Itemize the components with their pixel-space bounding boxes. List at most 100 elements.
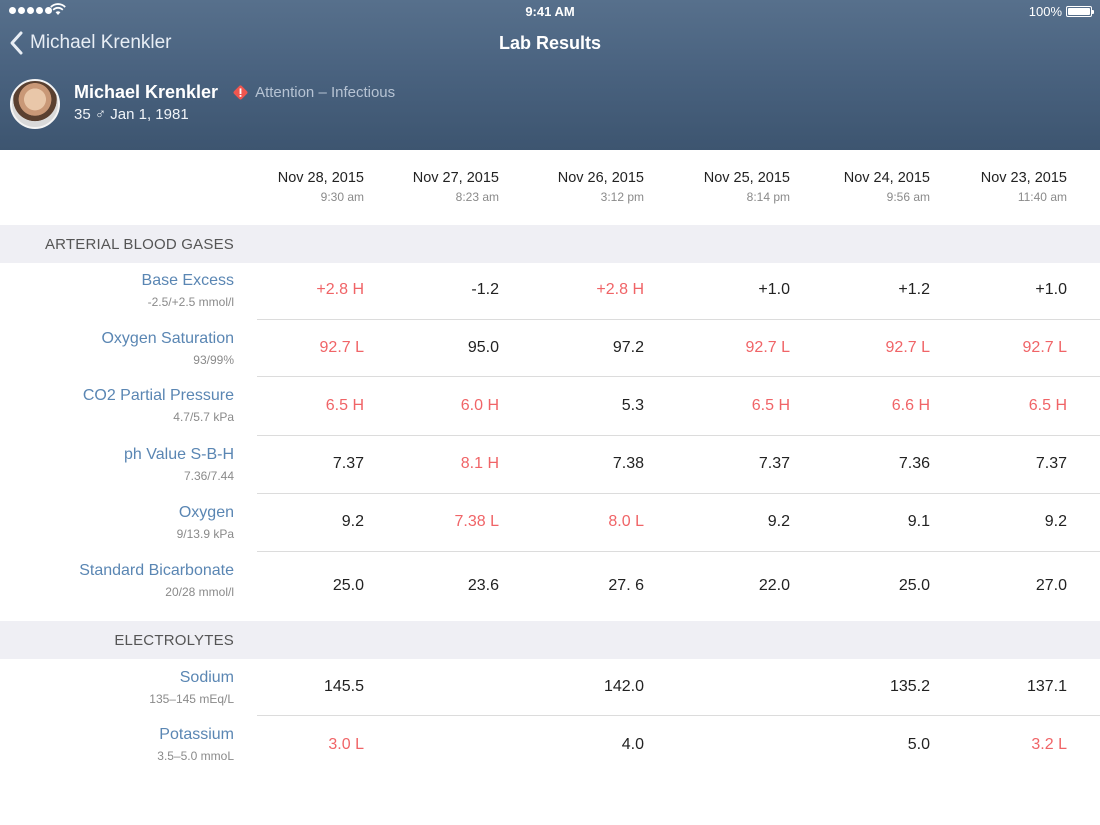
section-title: ELECTROLYTES [114,632,234,649]
column-date: Nov 25, 2015 [703,170,790,186]
result-value[interactable]: 145.5 [323,678,364,695]
reference-range: -2.5/+2.5 mmol/l [147,295,234,309]
app-header: 9:41 AM 100% Michael Krenkler Lab Result… [0,0,1100,150]
reference-range: 3.5–5.0 mmoL [157,749,234,763]
result-value[interactable]: 6.5 H [751,397,790,414]
result-value[interactable]: 92.7 L [745,339,790,356]
date-column-5[interactable]: Nov 23, 2015 11:40 am [927,170,1067,204]
avatar [10,79,60,129]
result-value[interactable]: 135.2 [889,678,930,695]
row-divider [257,551,1100,552]
result-value[interactable]: 6.5 H [325,397,364,414]
reference-range: 93/99% [193,353,234,367]
result-value[interactable]: +1.0 [758,281,790,298]
result-value[interactable]: 9.2 [767,513,790,530]
result-value[interactable]: 25.0 [332,577,364,594]
result-value[interactable]: +2.8 H [596,281,644,298]
table-row[interactable]: Standard Bicarbonate 20/28 mmol/l 25.0 23.6… [0,552,1100,621]
table-row[interactable]: Oxygen Saturation 93/99% 92.7 L 95.0 97.2 92.… [0,320,1100,377]
row-divider [257,435,1100,436]
result-value[interactable]: +2.8 H [316,281,364,298]
battery-icon [1066,6,1094,17]
signal-strength-icon [9,7,52,14]
result-value[interactable]: 7.37 [332,455,364,472]
column-time: 9:56 am [886,190,930,204]
row-divider [257,376,1100,377]
result-value[interactable]: 22.0 [758,577,790,594]
table-row[interactable]: Oxygen 9/13.9 kPa 9.2 7.38 L 8.0 L 9.2 9.1 9.2 [0,494,1100,552]
result-value[interactable]: 27. 6 [608,577,644,594]
result-value[interactable]: 9.2 [341,513,364,530]
column-time: 9:30 am [320,190,364,204]
battery-percent: 100% [1028,4,1062,19]
table-row[interactable]: Base Excess -2.5/+2.5 mmol/l +2.8 H -1.2 +2.… [0,262,1100,320]
test-name[interactable]: Potassium [159,726,234,743]
column-date: Nov 26, 2015 [557,170,644,186]
result-value[interactable]: 95.0 [467,339,499,356]
result-value[interactable]: 7.37 [758,455,790,472]
date-column-2[interactable]: Nov 26, 2015 3:12 pm [504,170,644,204]
patient-info: Michael Krenkler Attention – Infectious … [10,79,395,129]
result-value[interactable]: 92.7 L [885,339,930,356]
result-value[interactable]: 4.0 [621,736,644,753]
status-time: 9:41 AM [525,4,575,19]
table-row[interactable]: Sodium 135–145 mEq/L 145.5 142.0 135.2 137.1 [0,659,1100,716]
result-value[interactable]: 23.6 [467,577,499,594]
column-time: 3:12 pm [600,190,644,204]
column-date: Nov 23, 2015 [980,170,1067,186]
result-value[interactable]: 5.3 [621,397,644,414]
row-divider [257,715,1100,716]
result-value[interactable]: 97.2 [612,339,644,356]
section-header: ELECTROLYTES [0,621,1100,659]
result-value[interactable]: 3.2 L [1031,736,1067,753]
date-column-1[interactable]: Nov 27, 2015 8:23 am [359,170,499,204]
result-value[interactable]: 7.38 [612,455,644,472]
test-name[interactable]: Base Excess [141,272,234,289]
date-column-4[interactable]: Nov 24, 2015 9:56 am [790,170,930,204]
test-name[interactable]: Oxygen [178,504,234,521]
date-column-0[interactable]: Nov 28, 2015 9:30 am [224,170,364,204]
column-time: 8:14 pm [746,190,790,204]
result-value[interactable]: 25.0 [898,577,930,594]
result-value[interactable]: 142.0 [603,678,644,695]
result-value[interactable]: 7.38 L [454,513,499,530]
row-divider [257,493,1100,494]
patient-age-sex-dob: 35 ♂ Jan 1, 1981 [74,106,189,123]
result-value[interactable]: -1.2 [471,281,499,298]
test-name[interactable]: CO2 Partial Pressure [82,387,234,404]
result-value[interactable]: 92.7 L [1022,339,1067,356]
column-date: Nov 24, 2015 [843,170,930,186]
table-row[interactable]: CO2 Partial Pressure 4.7/5.7 kPa 6.5 H 6.0 … [0,377,1100,436]
test-name[interactable]: Oxygen Saturation [101,330,234,347]
result-value[interactable]: +1.2 [898,281,930,298]
result-value[interactable]: 9.1 [907,513,930,530]
back-button[interactable]: Michael Krenkler [8,30,172,56]
patient-alert: Attention – Infectious [255,84,396,101]
result-value[interactable]: 92.7 L [319,339,364,356]
result-value[interactable]: 5.0 [907,736,930,753]
date-column-3[interactable]: Nov 25, 2015 8:14 pm [650,170,790,204]
result-value[interactable]: 6.0 H [460,397,499,414]
result-value[interactable]: 8.0 L [608,513,644,530]
result-value[interactable]: 6.6 H [891,397,930,414]
table-row[interactable]: Potassium 3.5–5.0 mmoL 3.0 L 4.0 5.0 3.2 L [0,716,1100,775]
result-value[interactable]: 137.1 [1026,678,1067,695]
test-name[interactable]: Standard Bicarbonate [79,562,234,579]
result-value[interactable]: 27.0 [1035,577,1067,594]
reference-range: 4.7/5.7 kPa [173,410,234,424]
test-name[interactable]: ph Value S-B-H [124,446,234,463]
result-value[interactable]: 3.0 L [328,736,364,753]
reference-range: 7.36/7.44 [183,469,234,483]
result-value[interactable]: 7.36 [898,455,930,472]
alert-diamond-icon [233,85,248,100]
patient-name: Michael Krenkler [74,82,219,102]
result-value[interactable]: +1.0 [1035,281,1067,298]
section-title: ARTERIAL BLOOD GASES [44,236,234,253]
result-value[interactable]: 6.5 H [1028,397,1067,414]
result-value[interactable]: 8.1 H [460,455,499,472]
test-name[interactable]: Sodium [179,669,234,686]
result-value[interactable]: 9.2 [1044,513,1067,530]
table-row[interactable]: ph Value S-B-H 7.36/7.44 7.37 8.1 H 7.38 7.37… [0,436,1100,494]
page-title: Lab Results [498,33,602,53]
result-value[interactable]: 7.37 [1035,455,1067,472]
